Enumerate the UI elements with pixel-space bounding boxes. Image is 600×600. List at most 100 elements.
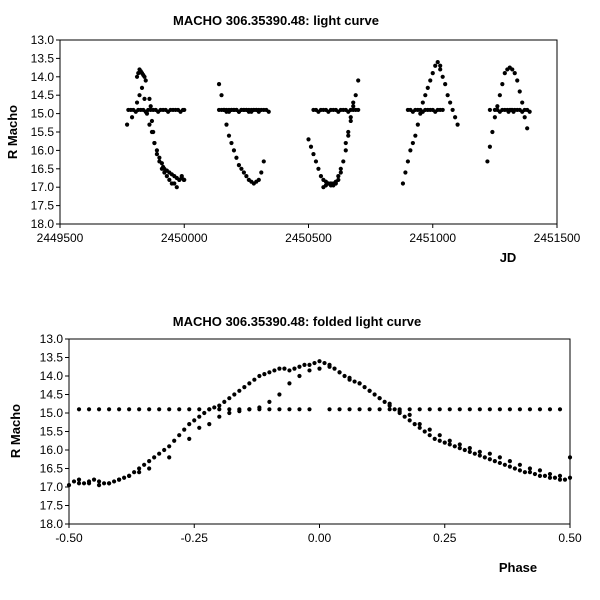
- light-curve-data-point: [139, 85, 145, 90]
- light-curve-y-tick-label: 15.0: [31, 107, 55, 121]
- folded-light-curve-data-point: [101, 481, 107, 486]
- folded-light-curve-data-point: [106, 407, 112, 412]
- folded-light-curve-data-point: [412, 422, 417, 427]
- light-curve-data-point: [172, 181, 177, 186]
- light-curve-data-point: [147, 96, 152, 101]
- light-curve-data-point: [333, 179, 338, 184]
- folded-light-curve-data-point: [352, 379, 357, 384]
- light-curve-data-point: [167, 177, 172, 182]
- light-curve-data-point: [343, 140, 348, 146]
- folded-light-curve-data-point: [477, 449, 482, 454]
- light-curve-data-point: [143, 78, 148, 83]
- light-curve-data-point: [515, 78, 520, 83]
- light-curve-data-point: [149, 118, 155, 124]
- folded-light-curve-data-point: [487, 457, 492, 462]
- folded-light-curve-data-point: [527, 407, 533, 412]
- light-curve-data-point: [500, 82, 505, 87]
- folded-light-curve-data-point: [117, 477, 122, 482]
- folded-light-curve-data-point: [477, 453, 482, 458]
- light-curve-data-point: [430, 71, 435, 76]
- light-curve-data-point: [256, 177, 261, 182]
- folded-light-curve-chart: MACHO 306.35390.48: folded light curve 1…: [8, 314, 582, 575]
- folded-light-curve-data-point: [557, 477, 563, 482]
- folded-light-curve-x-tick-label: 0.00: [308, 531, 332, 545]
- folded-light-curve-data-point: [207, 422, 212, 427]
- light-curve-y-tick-label: 17.5: [31, 199, 55, 213]
- folded-light-curve-data-point: [76, 407, 82, 412]
- folded-light-curve-title: MACHO 306.35390.48: folded light curve: [173, 314, 422, 329]
- light-curve-data-point: [348, 118, 353, 124]
- light-curve-data-point: [182, 107, 187, 113]
- light-curve-data-point: [346, 133, 351, 138]
- folded-light-curve-data-point: [347, 407, 352, 412]
- folded-light-curve-data-point: [317, 359, 322, 364]
- light-curve-data-point: [336, 174, 341, 179]
- folded-light-curve-data-point: [322, 360, 327, 366]
- folded-light-curve-data-point: [387, 401, 392, 406]
- folded-light-curve-y-tick-label: 16.0: [40, 443, 64, 457]
- light-curve-data-point: [487, 144, 492, 149]
- folded-light-curve-data-point: [147, 466, 152, 471]
- light-curve-data-point: [492, 115, 497, 120]
- light-curve-data-point: [405, 159, 410, 164]
- folded-light-curve-data-point: [277, 366, 282, 371]
- folded-light-curve-data-point: [377, 396, 382, 401]
- light-curve-y-tick-label: 13.5: [31, 51, 55, 65]
- light-curve-data-point: [448, 100, 453, 105]
- light-curve-data-point: [443, 82, 448, 87]
- folded-light-curve-data-point: [567, 455, 573, 460]
- folded-light-curve-data-point: [91, 477, 97, 482]
- light-curve-data-point: [502, 71, 507, 76]
- folded-light-curve-data-point: [442, 440, 447, 445]
- folded-light-curve-y-tick-label: 18.0: [40, 517, 64, 531]
- folded-light-curve-data-point: [447, 407, 452, 412]
- folded-light-curve-data-point: [522, 470, 528, 475]
- light-curve-data-point: [487, 107, 492, 113]
- folded-light-curve-data-point: [147, 407, 152, 412]
- folded-light-curve-data-point: [177, 433, 182, 438]
- folded-light-curve-data-point: [332, 366, 337, 371]
- folded-light-curve-data-point: [297, 407, 302, 412]
- folded-light-curve-data-point: [212, 405, 217, 410]
- folded-light-curve-data-point: [96, 407, 102, 412]
- light-curve-data-point: [147, 122, 152, 127]
- light-curve-data-point: [438, 67, 443, 72]
- light-curve-data-point: [231, 148, 237, 153]
- light-curve-data-point: [343, 148, 348, 153]
- light-curve-data-point: [341, 159, 346, 164]
- folded-light-curve-data-point: [502, 462, 507, 467]
- folded-light-curve-data-point: [137, 470, 142, 475]
- folded-light-curve-data-point: [66, 483, 72, 488]
- folded-light-curve-data-point: [467, 446, 472, 451]
- light-curve-data-point: [134, 74, 140, 79]
- folded-light-curve-data-point: [117, 407, 122, 412]
- folded-light-curve-data-point: [96, 483, 102, 488]
- light-curve-data-point: [435, 59, 440, 65]
- folded-light-curve-data-point: [452, 444, 457, 449]
- folded-light-curve-data-point: [422, 429, 427, 434]
- light-curve-data-point: [510, 67, 515, 72]
- light-curve-data-point: [137, 93, 142, 98]
- folded-light-curve-data-point: [237, 388, 242, 393]
- light-curve-data-point: [346, 129, 351, 135]
- light-curve-y-tick-label: 17.0: [31, 180, 55, 194]
- light-curve-data-point: [259, 170, 264, 175]
- folded-light-curve-data-point: [272, 368, 277, 373]
- folded-light-curve-data-point: [192, 418, 197, 423]
- light-curve-data-point: [152, 140, 157, 146]
- folded-light-curve-y-tick-label: 13.5: [40, 351, 64, 365]
- folded-light-curve-data-point: [567, 475, 573, 480]
- folded-light-curve-data-point: [357, 407, 362, 412]
- folded-light-curve-data-point: [517, 468, 523, 473]
- folded-light-curve-data-point: [487, 407, 492, 412]
- light-curve-data-point: [453, 115, 458, 120]
- folded-light-curve-data-point: [86, 481, 92, 486]
- folded-light-curve-data-point: [517, 462, 523, 467]
- folded-light-curve-data-point: [307, 368, 312, 373]
- light-curve-chart: MACHO 306.35390.48: light curve 13.0 13.5…: [5, 13, 581, 265]
- light-curve-data-point: [450, 107, 455, 113]
- folded-light-curve-data-point: [297, 373, 302, 379]
- light-curve-data-point: [408, 148, 413, 153]
- folded-light-curve-data-point: [437, 433, 442, 438]
- light-curve-data-point: [144, 111, 150, 116]
